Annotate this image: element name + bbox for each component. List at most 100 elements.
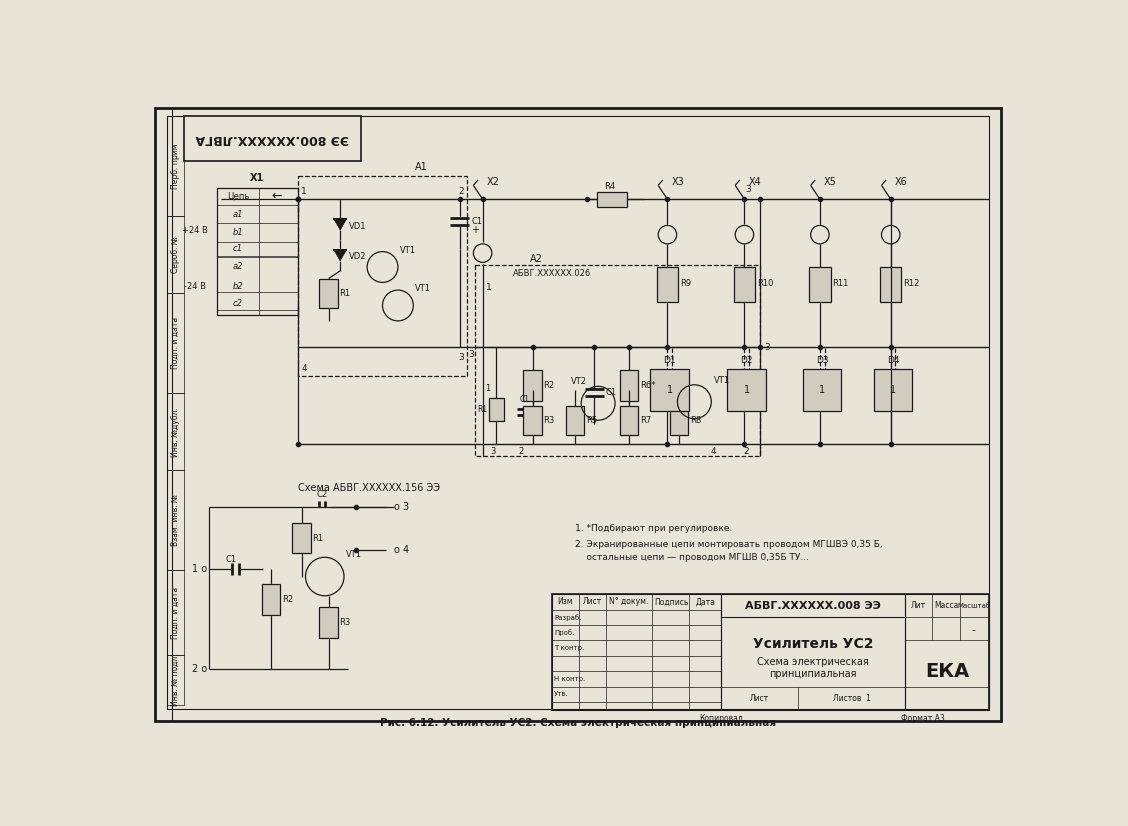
Bar bbox=[552, 594, 721, 710]
Text: Дата: Дата bbox=[696, 597, 716, 606]
Text: a2: a2 bbox=[232, 263, 243, 272]
Text: Листов  1: Листов 1 bbox=[834, 694, 871, 703]
Text: 2: 2 bbox=[458, 187, 464, 196]
Text: X6: X6 bbox=[895, 178, 907, 188]
Text: Н контр.: Н контр. bbox=[554, 676, 585, 682]
Text: R3: R3 bbox=[544, 415, 555, 425]
Text: b1: b1 bbox=[232, 228, 244, 237]
Bar bbox=[167, 393, 184, 470]
Text: Масштаб: Масштаб bbox=[958, 603, 990, 609]
Text: R8: R8 bbox=[689, 415, 700, 425]
Text: D2: D2 bbox=[740, 357, 754, 365]
Text: D4: D4 bbox=[887, 357, 899, 365]
Text: Инв. №дубл.: Инв. №дубл. bbox=[170, 407, 179, 457]
Text: ЭЭ 800.XXXXXX.ЛВГА: ЭЭ 800.XXXXXX.ЛВГА bbox=[195, 132, 350, 145]
Text: c2: c2 bbox=[232, 300, 243, 308]
Bar bbox=[874, 368, 913, 411]
Text: A1: A1 bbox=[415, 162, 428, 172]
Bar bbox=[319, 278, 338, 308]
Bar bbox=[523, 370, 541, 401]
Bar bbox=[651, 368, 689, 411]
Bar bbox=[670, 406, 688, 434]
Text: Взам. инв. №: Взам. инв. № bbox=[170, 495, 179, 546]
Text: X4: X4 bbox=[748, 178, 761, 188]
Text: R6*: R6* bbox=[640, 381, 655, 390]
Text: R12: R12 bbox=[904, 279, 919, 288]
Text: Инв. № подл.: Инв. № подл. bbox=[170, 653, 179, 706]
Text: C1: C1 bbox=[472, 217, 482, 226]
Bar bbox=[167, 655, 184, 705]
Bar bbox=[733, 267, 756, 301]
Bar bbox=[597, 192, 627, 207]
Text: VD1: VD1 bbox=[350, 221, 367, 230]
Bar bbox=[217, 188, 298, 315]
Text: 1 o: 1 o bbox=[193, 564, 208, 574]
Text: A2: A2 bbox=[530, 254, 543, 263]
Text: Рис. 6.12. Усилитель УС2. Схема электрическая принципиальная: Рис. 6.12. Усилитель УС2. Схема электрич… bbox=[380, 718, 776, 728]
Text: C1: C1 bbox=[605, 388, 616, 397]
Bar bbox=[298, 176, 467, 377]
Text: ←: ← bbox=[272, 190, 282, 202]
Text: R11: R11 bbox=[832, 279, 848, 288]
Text: АБВГ.XXXXXX.008 ЭЭ: АБВГ.XXXXXX.008 ЭЭ bbox=[746, 601, 881, 610]
Text: Масса: Масса bbox=[934, 601, 959, 610]
Text: R4: R4 bbox=[605, 183, 615, 192]
Text: 1: 1 bbox=[667, 385, 672, 395]
Text: АБВГ.XXXXXX.026: АБВГ.XXXXXX.026 bbox=[513, 269, 591, 278]
Text: VT1: VT1 bbox=[714, 376, 730, 385]
Polygon shape bbox=[334, 250, 346, 261]
Text: -: - bbox=[972, 625, 976, 635]
Text: Разраб.: Разраб. bbox=[554, 614, 582, 621]
Text: ЕКА: ЕКА bbox=[925, 662, 969, 681]
Text: VT1: VT1 bbox=[415, 284, 431, 293]
Text: R9: R9 bbox=[680, 279, 690, 288]
Bar bbox=[292, 523, 311, 553]
Text: c1: c1 bbox=[232, 244, 243, 253]
Text: 2 o: 2 o bbox=[193, 664, 208, 674]
Text: X2: X2 bbox=[486, 178, 500, 188]
Bar bbox=[167, 116, 184, 216]
Text: VT1: VT1 bbox=[346, 550, 362, 559]
Bar bbox=[566, 406, 584, 434]
Text: D3: D3 bbox=[816, 357, 828, 365]
Text: Цепь: Цепь bbox=[227, 192, 249, 201]
Text: 4: 4 bbox=[711, 448, 716, 456]
Text: 4: 4 bbox=[301, 364, 307, 373]
Text: 1: 1 bbox=[301, 187, 307, 196]
Bar bbox=[552, 594, 989, 710]
Polygon shape bbox=[334, 219, 346, 230]
Text: 2: 2 bbox=[519, 448, 523, 456]
Text: N° докум.: N° докум. bbox=[609, 597, 649, 606]
Text: R1: R1 bbox=[477, 405, 487, 414]
Text: Утв.: Утв. bbox=[554, 691, 569, 697]
Text: C1: C1 bbox=[520, 395, 530, 404]
Bar bbox=[167, 571, 184, 655]
Text: a1: a1 bbox=[232, 210, 243, 219]
Text: 3: 3 bbox=[468, 350, 474, 359]
Bar bbox=[475, 264, 760, 456]
Text: Т контр.: Т контр. bbox=[554, 645, 584, 651]
Text: 1: 1 bbox=[485, 384, 490, 393]
Text: 3: 3 bbox=[746, 186, 751, 194]
Text: Проб.: Проб. bbox=[554, 629, 574, 636]
Text: +: + bbox=[472, 225, 479, 235]
Text: VT1: VT1 bbox=[400, 245, 416, 254]
Text: 1: 1 bbox=[890, 385, 896, 395]
Bar bbox=[167, 293, 184, 393]
Text: Изм: Изм bbox=[557, 597, 573, 606]
Bar bbox=[184, 116, 361, 161]
Text: 2. Экранированные цепи монтировать проводом МГШВЭ 0,35 Б,: 2. Экранированные цепи монтировать прово… bbox=[575, 539, 882, 548]
Text: Сероб. №: Сероб. № bbox=[170, 236, 179, 273]
Text: Усилитель УС2: Усилитель УС2 bbox=[752, 638, 873, 651]
Bar bbox=[156, 108, 173, 720]
Text: Подп. и дата: Подп. и дата bbox=[170, 317, 179, 369]
Text: Лист: Лист bbox=[583, 597, 602, 606]
Text: C1: C1 bbox=[226, 555, 237, 564]
Bar bbox=[809, 267, 830, 301]
Bar bbox=[619, 370, 638, 401]
Text: Схема электрическая: Схема электрическая bbox=[757, 657, 869, 667]
Bar bbox=[319, 607, 338, 638]
Text: 1. *Подбирают при регулировке.: 1. *Подбирают при регулировке. bbox=[575, 525, 732, 534]
Text: принципиальная: принципиальная bbox=[769, 668, 856, 678]
Text: 1: 1 bbox=[819, 385, 826, 395]
